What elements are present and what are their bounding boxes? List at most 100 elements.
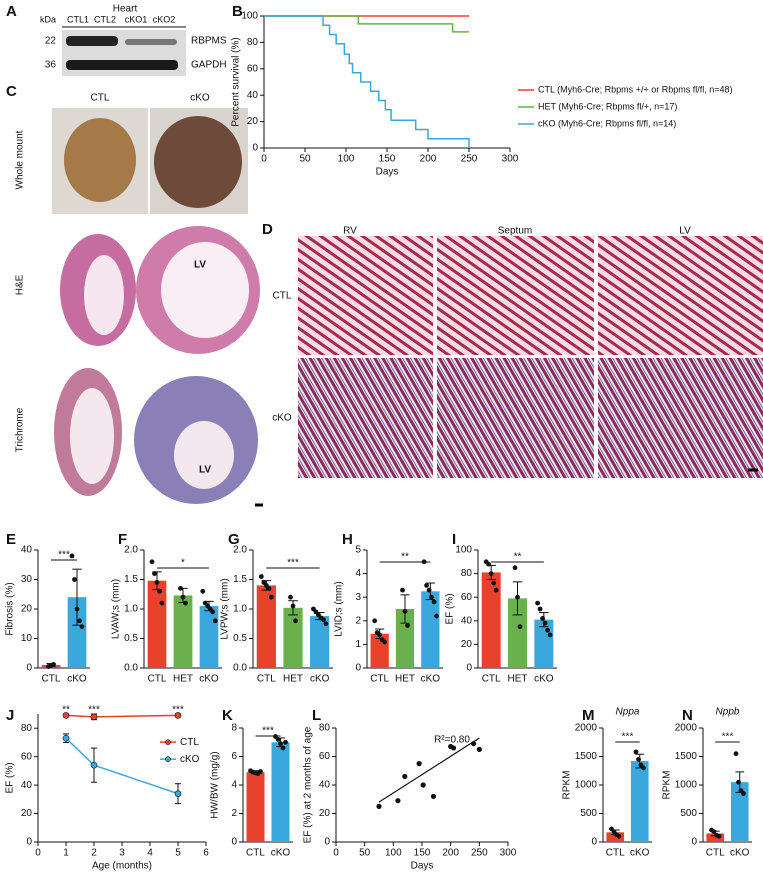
- y-tick-label: 0: [26, 837, 32, 848]
- y-tick-label: 10: [21, 633, 33, 644]
- chart-title: Nppb: [716, 707, 740, 718]
- point: [210, 609, 216, 615]
- y-tick-label: 80: [21, 723, 33, 734]
- x-tick-label: 50: [299, 154, 311, 165]
- legend-marker: [165, 756, 171, 762]
- panel-label: G: [228, 531, 240, 548]
- y-tick-label: 1500: [575, 751, 598, 762]
- bar: [199, 606, 219, 668]
- y-tick-label: 0: [355, 663, 361, 674]
- point: [540, 616, 545, 621]
- y-tick-label: 60: [247, 63, 259, 74]
- y-tick-label: 1.5: [233, 574, 247, 585]
- micrograph: [437, 236, 594, 355]
- bar: [395, 609, 415, 668]
- point: [395, 798, 401, 804]
- point: [283, 739, 288, 745]
- point: [491, 580, 497, 586]
- y-tick-label: 3: [355, 592, 361, 603]
- x-tick-label: CTL: [482, 674, 501, 685]
- y-tick-label: 20: [21, 808, 33, 819]
- micrograph: [298, 358, 433, 478]
- point: [431, 599, 437, 605]
- y-tick-label: 80: [319, 723, 331, 734]
- bar: [706, 833, 725, 842]
- x-tick-label: cKO: [271, 848, 291, 859]
- bar: [147, 580, 167, 668]
- y-tick-label: 4: [231, 780, 237, 791]
- y-tick-label: 1.5: [124, 574, 138, 585]
- panel-label: I: [452, 531, 456, 548]
- legend-label: CTL (Myh6-Cre; Rbpms +/+ or Rbpms fl/fl,…: [538, 84, 732, 94]
- y-tick-label: 2: [231, 808, 237, 819]
- region-label: LV: [199, 465, 211, 476]
- panel-label: D: [262, 221, 273, 238]
- y-tick-label: 20: [461, 639, 473, 650]
- y-axis-label: LVPW;s (mm): [220, 578, 231, 639]
- x-axis-label: Days: [411, 861, 434, 872]
- y-tick-label: 20: [21, 604, 33, 615]
- y-tick-label: 40: [247, 90, 259, 101]
- row-label: H&E: [15, 274, 26, 295]
- x-tick-label: 2: [91, 848, 97, 859]
- point: [280, 745, 286, 751]
- x-tick-label: HET: [283, 674, 303, 685]
- marker: [174, 712, 182, 719]
- series-line: [65, 737, 179, 795]
- column-label: Septum: [498, 226, 532, 237]
- significance: ***: [722, 732, 734, 743]
- point: [426, 587, 432, 593]
- point: [429, 594, 434, 600]
- point: [275, 737, 281, 742]
- point: [51, 662, 56, 667]
- point: [405, 623, 410, 628]
- point: [77, 618, 82, 624]
- y-tick-label: 20: [247, 116, 259, 127]
- x-axis-label: Days: [376, 167, 399, 178]
- x-tick-label: 200: [420, 154, 437, 165]
- point: [493, 587, 499, 593]
- y-tick-label: 1.0: [233, 604, 247, 615]
- section: [70, 388, 114, 484]
- bar: [246, 772, 265, 842]
- x-tick-label: CTL: [148, 674, 167, 685]
- bar: [271, 742, 290, 842]
- panel-label: L: [312, 707, 321, 724]
- point: [376, 803, 382, 809]
- x-tick-label: CTL: [606, 848, 625, 859]
- fit-line: [378, 737, 480, 803]
- x-tick-label: 0: [333, 848, 339, 859]
- point: [517, 624, 523, 630]
- y-tick-label: 0.0: [124, 663, 138, 674]
- point: [377, 632, 383, 638]
- x-tick-label: 5: [175, 848, 181, 859]
- y-tick-label: 60: [21, 751, 33, 762]
- x-tick-label: 300: [500, 848, 517, 859]
- x-tick-label: 1: [63, 848, 69, 859]
- point: [159, 600, 165, 606]
- y-tick-label: 1500: [675, 751, 698, 762]
- y-tick-label: 0: [591, 837, 597, 848]
- x-tick-label: cKO: [630, 848, 650, 859]
- bar: [421, 591, 440, 668]
- section: [161, 242, 249, 338]
- lane: CTL1: [67, 14, 89, 24]
- y-tick-label: 0: [26, 663, 32, 674]
- point: [736, 779, 741, 785]
- point: [636, 756, 641, 762]
- bar: [606, 832, 625, 842]
- point: [290, 603, 296, 609]
- legend-label: cKO: [180, 754, 200, 765]
- x-axis-label: Age (months): [92, 861, 152, 872]
- point: [152, 571, 157, 576]
- y-tick-label: 80: [461, 568, 473, 579]
- y-tick-label: 2.0: [124, 545, 138, 556]
- significance: ***: [262, 726, 274, 737]
- point: [212, 618, 218, 624]
- band: [66, 36, 118, 46]
- point: [488, 571, 494, 576]
- series-line: [65, 714, 179, 718]
- band: [125, 39, 177, 45]
- lane: CTL2: [94, 14, 116, 24]
